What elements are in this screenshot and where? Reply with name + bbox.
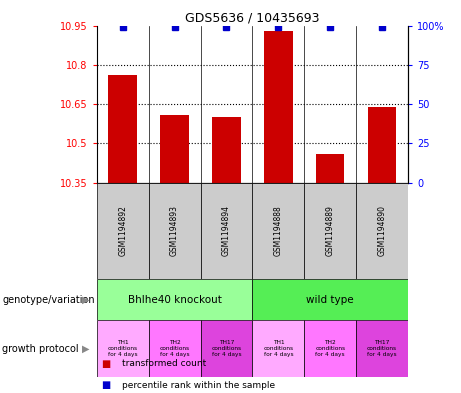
Bar [253,320,304,377]
Bar [356,320,408,377]
Text: GSM1194890: GSM1194890 [378,206,387,256]
Bar [160,115,189,183]
Text: TH17
conditions
for 4 days: TH17 conditions for 4 days [367,340,397,358]
Text: TH1
conditions
for 4 days: TH1 conditions for 4 days [108,340,138,358]
Text: ■: ■ [101,380,111,390]
Text: ■: ■ [101,358,111,369]
Text: growth protocol: growth protocol [2,344,79,354]
Bar [356,183,408,279]
Bar [264,31,293,183]
Title: GDS5636 / 10435693: GDS5636 / 10435693 [185,11,319,24]
Bar [97,279,253,320]
Text: TH2
conditions
for 4 days: TH2 conditions for 4 days [160,340,189,358]
Text: GSM1194889: GSM1194889 [325,206,335,256]
Bar [304,320,356,377]
Text: Bhlhe40 knockout: Bhlhe40 knockout [128,295,222,305]
Bar [253,279,408,320]
Bar [304,183,356,279]
Bar [212,117,241,183]
Text: TH17
conditions
for 4 days: TH17 conditions for 4 days [212,340,242,358]
Text: TH1
conditions
for 4 days: TH1 conditions for 4 days [263,340,293,358]
Bar [201,320,253,377]
Bar [108,75,137,183]
Text: percentile rank within the sample: percentile rank within the sample [122,381,275,389]
Bar [97,183,148,279]
Text: GSM1194892: GSM1194892 [118,206,127,256]
Bar [253,183,304,279]
Text: wild type: wild type [307,295,354,305]
Bar [148,183,201,279]
Text: GSM1194888: GSM1194888 [274,206,283,256]
Bar [316,154,344,183]
Text: ▶: ▶ [82,295,89,305]
Bar [368,107,396,183]
Text: ▶: ▶ [82,344,89,354]
Text: genotype/variation: genotype/variation [2,295,95,305]
Text: TH2
conditions
for 4 days: TH2 conditions for 4 days [315,340,345,358]
Bar [148,320,201,377]
Text: GSM1194894: GSM1194894 [222,206,231,256]
Text: transformed count: transformed count [122,359,207,368]
Bar [97,320,148,377]
Bar [201,183,253,279]
Text: GSM1194893: GSM1194893 [170,206,179,256]
